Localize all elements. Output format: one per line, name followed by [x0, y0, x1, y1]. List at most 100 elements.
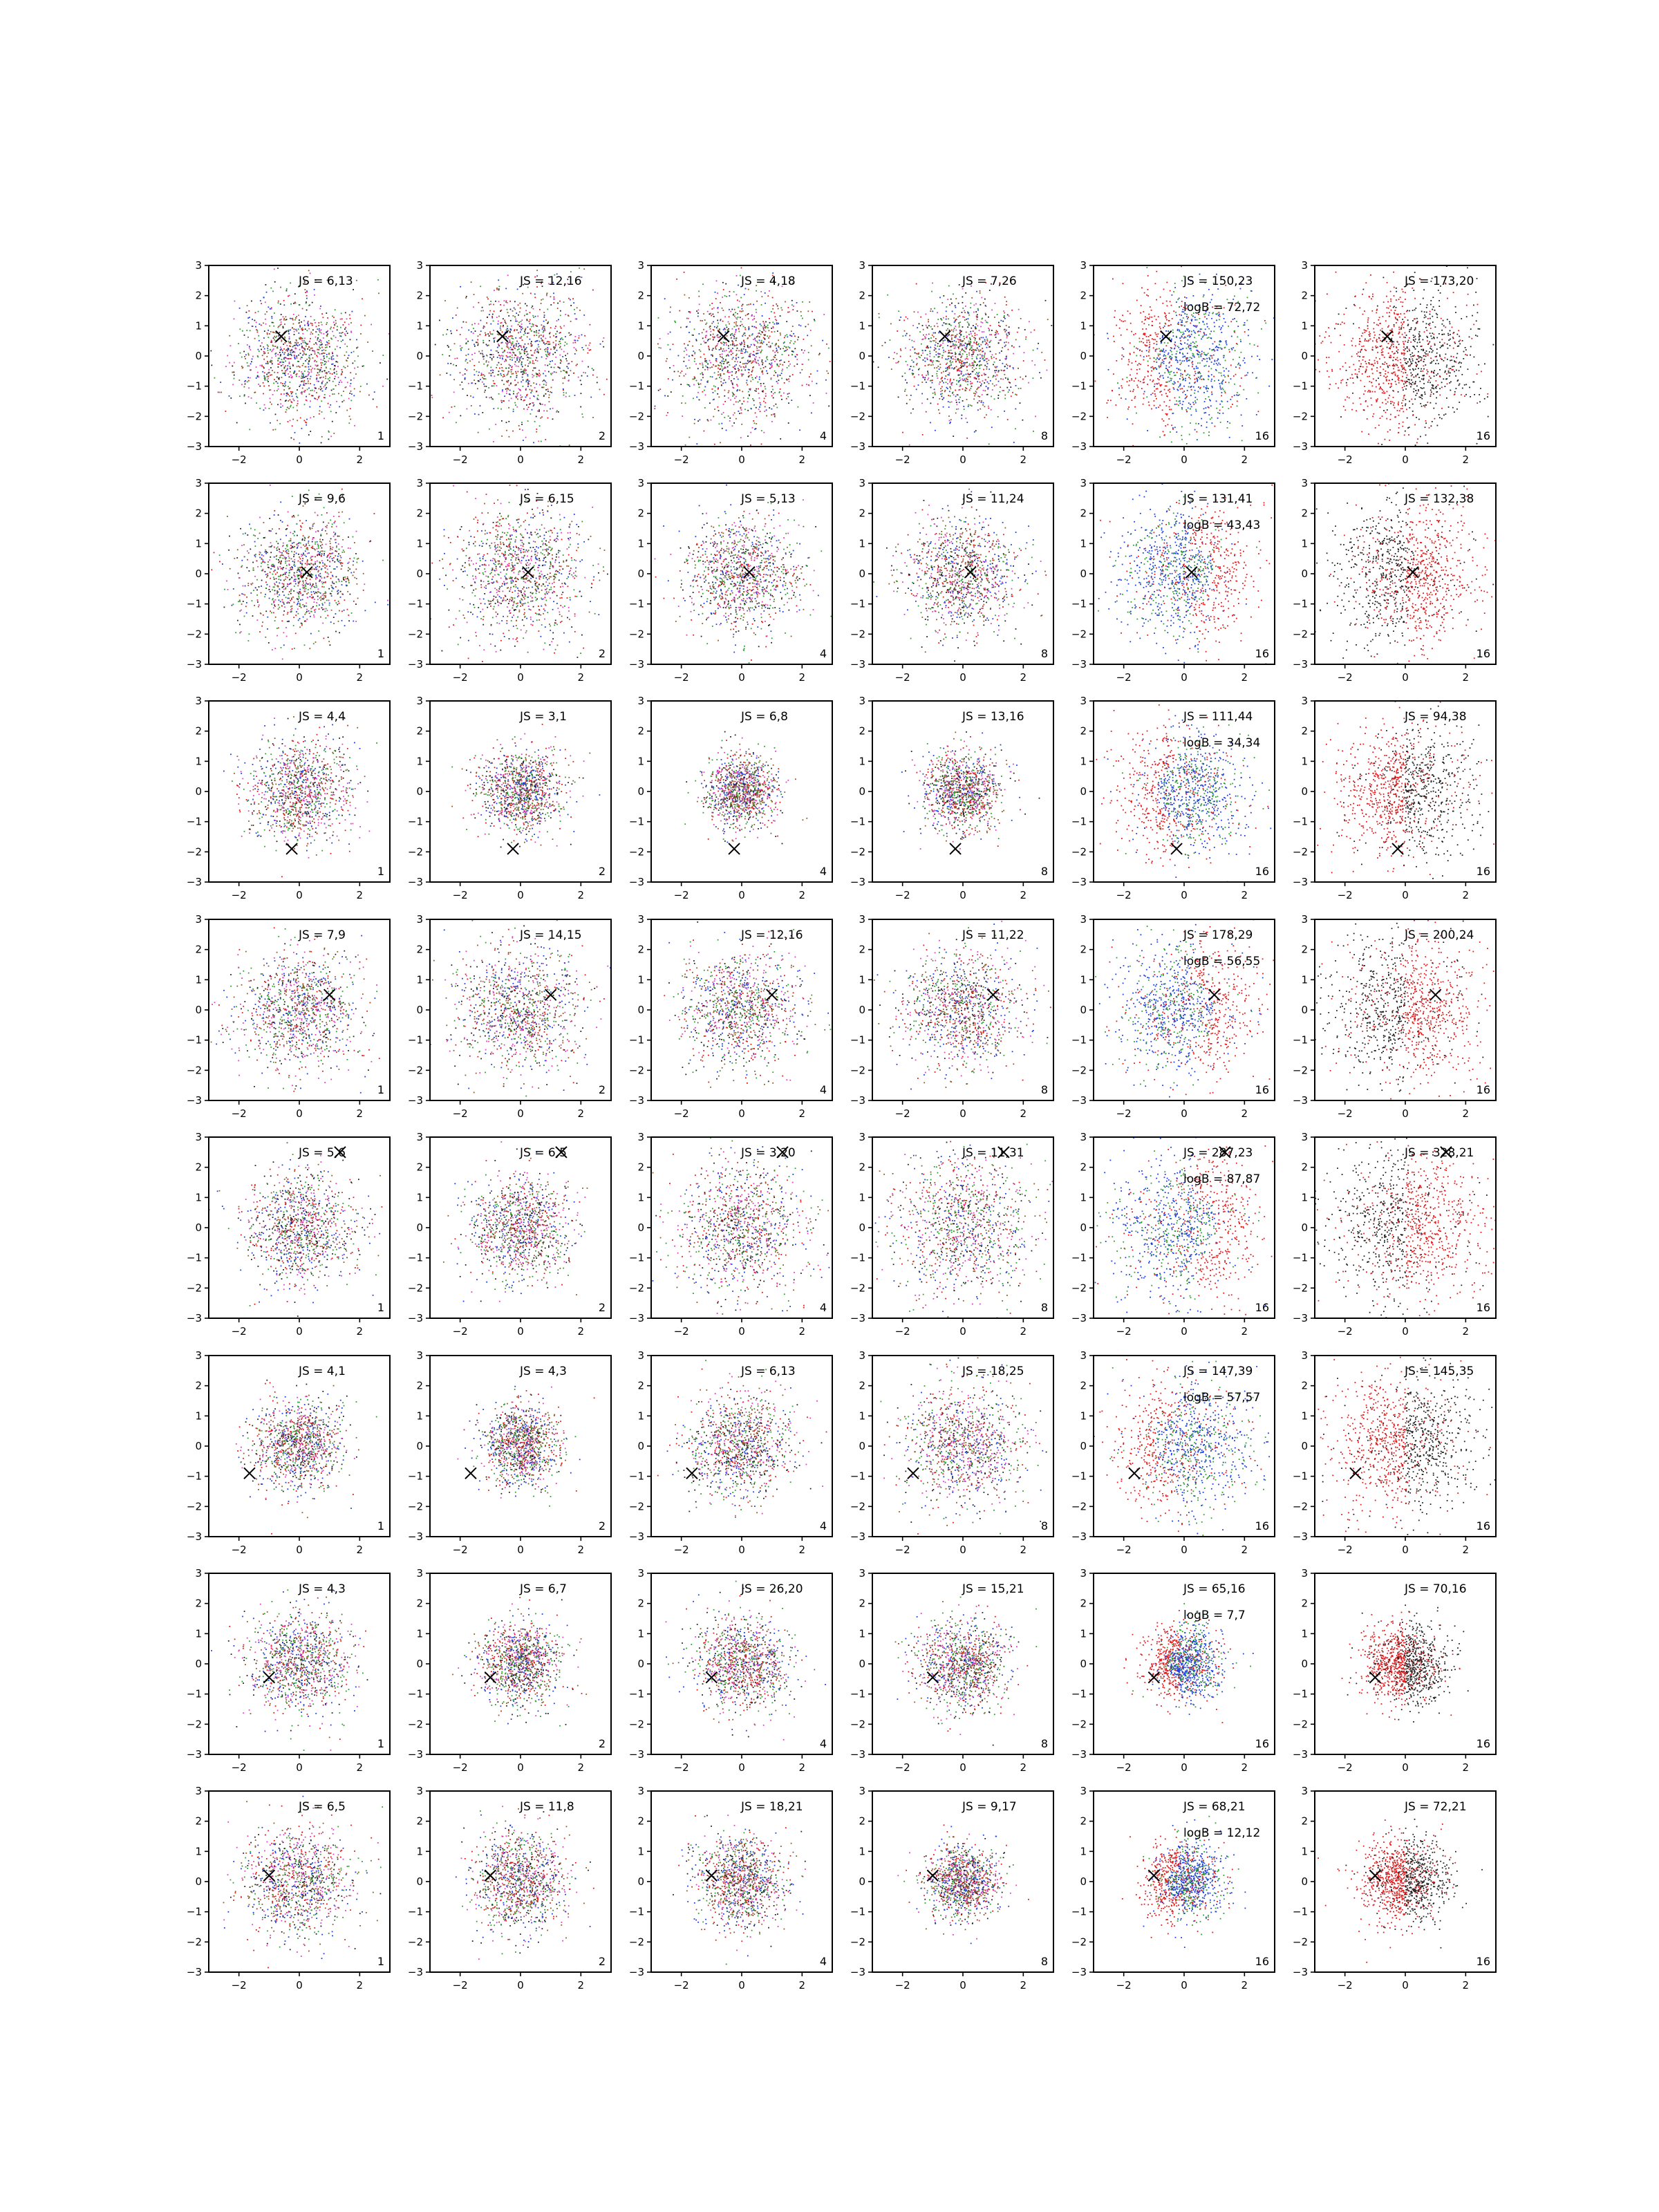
- scatter-point: [534, 420, 536, 422]
- scatter-point: [695, 363, 697, 365]
- scatter-point: [511, 325, 512, 327]
- scatter-point: [975, 373, 977, 375]
- scatter-point: [554, 274, 556, 276]
- scatter-point: [496, 333, 498, 335]
- scatter-point: [1008, 381, 1010, 383]
- scatter-point: [346, 351, 348, 353]
- scatter-point: [548, 344, 550, 345]
- scatter-point: [686, 349, 687, 351]
- scatter-point: [581, 375, 583, 377]
- scatter-point: [501, 367, 503, 368]
- scatter-point: [515, 337, 517, 339]
- scatter-point: [474, 379, 475, 381]
- scatter-point: [334, 324, 336, 326]
- y-tick-label: 0: [859, 350, 865, 362]
- scatter-point: [1197, 371, 1199, 373]
- scatter-point: [683, 375, 685, 377]
- scatter-point: [506, 337, 508, 339]
- scatter-point: [478, 413, 480, 415]
- scatter-point: [912, 366, 915, 368]
- scatter-point: [704, 389, 705, 391]
- scatter-point: [540, 303, 542, 304]
- scatter-point: [700, 350, 702, 353]
- scatter-point: [487, 345, 488, 346]
- scatter-point: [1006, 335, 1008, 337]
- scatter-point: [546, 293, 547, 295]
- scatter-point: [756, 300, 758, 302]
- scatter-point: [552, 372, 554, 374]
- scatter-point: [701, 456, 702, 458]
- scatter-point: [782, 368, 783, 371]
- scatter-point: [1234, 331, 1235, 333]
- scatter-point: [680, 384, 682, 385]
- scatter-point: [534, 341, 536, 342]
- scatter-point: [288, 340, 290, 342]
- scatter-point: [1193, 356, 1195, 358]
- scatter-point: [977, 381, 979, 383]
- scatter-point: [1144, 376, 1146, 378]
- scatter-point: [450, 330, 451, 332]
- scatter-point: [1231, 348, 1233, 350]
- scatter-point: [686, 317, 688, 319]
- scatter-point: [744, 349, 747, 350]
- scatter-point: [482, 339, 485, 341]
- scatter-point: [560, 310, 561, 312]
- scatter-point: [1246, 398, 1248, 400]
- scatter-point: [803, 338, 805, 340]
- scatter-point: [534, 250, 536, 252]
- scatter-point: [968, 312, 970, 314]
- scatter-point: [1179, 384, 1181, 386]
- scatter-point: [319, 353, 321, 355]
- scatter-point: [982, 322, 984, 324]
- scatter-point: [588, 349, 590, 351]
- scatter-point: [706, 310, 709, 312]
- scatter-point: [949, 324, 950, 326]
- scatter-point: [306, 353, 307, 355]
- scatter-point: [1244, 331, 1246, 332]
- scatter-point: [232, 365, 234, 367]
- scatter-point: [297, 341, 299, 344]
- scatter-point: [929, 359, 931, 361]
- scatter-point: [292, 418, 294, 420]
- scatter-point: [953, 330, 955, 332]
- scatter-point: [357, 355, 359, 357]
- scatter-point: [1018, 327, 1020, 329]
- scatter-point: [541, 404, 543, 405]
- scatter-point: [330, 404, 332, 406]
- scatter-point: [515, 355, 517, 356]
- scatter-point: [931, 328, 933, 330]
- scatter-point: [708, 347, 710, 349]
- scatter-point: [955, 329, 957, 331]
- scatter-point: [471, 339, 474, 341]
- scatter-point: [1239, 367, 1241, 369]
- scatter-point: [281, 370, 283, 371]
- scatter-point: [780, 373, 782, 374]
- scatter-point: [959, 388, 961, 391]
- scatter-point: [526, 319, 528, 320]
- scatter-point: [492, 398, 494, 400]
- scatter-point: [778, 339, 779, 341]
- scatter-point: [512, 335, 514, 337]
- scatter-point: [543, 410, 545, 412]
- scatter-point: [478, 301, 480, 303]
- scatter-point: [750, 374, 752, 376]
- scatter-point: [786, 348, 788, 350]
- scatter-point: [682, 415, 684, 417]
- scatter-point: [303, 363, 304, 364]
- scatter-point: [973, 369, 975, 371]
- scatter-point: [544, 370, 546, 372]
- scatter-point: [493, 382, 495, 384]
- scatter-point: [717, 312, 719, 313]
- scatter-point: [922, 359, 924, 361]
- scatter-point: [514, 330, 515, 332]
- scatter-point: [691, 243, 693, 244]
- scatter-point: [1197, 378, 1198, 380]
- scatter-point: [686, 384, 688, 386]
- scatter-point: [1170, 304, 1172, 306]
- scatter-point: [288, 348, 290, 350]
- scatter-point: [326, 312, 328, 314]
- scatter-point: [785, 346, 787, 348]
- scatter-point: [755, 406, 757, 409]
- scatter-point: [566, 366, 568, 368]
- scatter-point: [346, 409, 348, 411]
